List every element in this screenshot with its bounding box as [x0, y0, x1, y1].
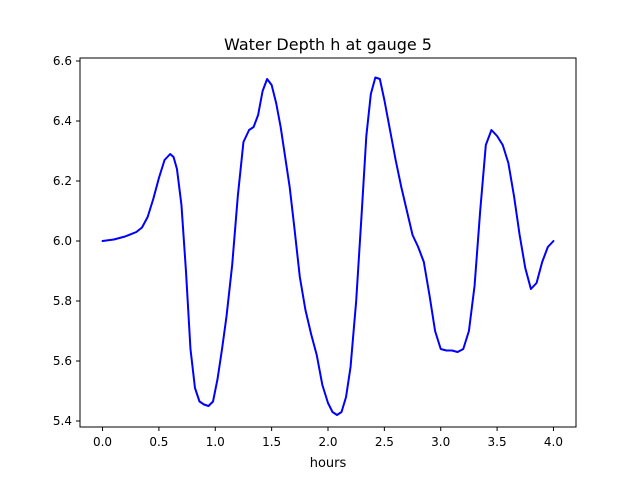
x-tick-label: 3.0: [431, 435, 450, 449]
x-tick-label: 0.0: [93, 435, 112, 449]
x-axis-label: hours: [310, 456, 347, 471]
y-axis: 5.4 5.6 5.8 6.0 6.2 6.4 6.6: [53, 54, 80, 428]
x-axis: 0.0 0.5 1.0 1.5 2.0 2.5 3.0 3.5 4.0: [93, 427, 563, 449]
y-tick-label: 6.6: [53, 54, 72, 68]
y-tick-label: 6.4: [53, 114, 72, 128]
x-tick-label: 1.0: [206, 435, 225, 449]
x-tick-label: 2.5: [375, 435, 394, 449]
y-tick-label: 5.8: [53, 294, 72, 308]
y-tick-label: 5.4: [53, 414, 72, 428]
x-tick-label: 1.5: [262, 435, 281, 449]
plot-area: [101, 76, 555, 416]
chart-title: Water Depth h at gauge 5: [224, 35, 432, 54]
y-tick-label: 5.6: [53, 354, 72, 368]
x-tick-label: 3.5: [488, 435, 507, 449]
x-tick-label: 4.0: [544, 435, 563, 449]
x-tick-label: 0.5: [149, 435, 168, 449]
series-line-0: [101, 76, 555, 416]
y-tick-label: 6.0: [53, 234, 72, 248]
x-tick-label: 2.0: [318, 435, 337, 449]
y-tick-label: 6.2: [53, 174, 72, 188]
plot-frame: [79, 57, 577, 428]
